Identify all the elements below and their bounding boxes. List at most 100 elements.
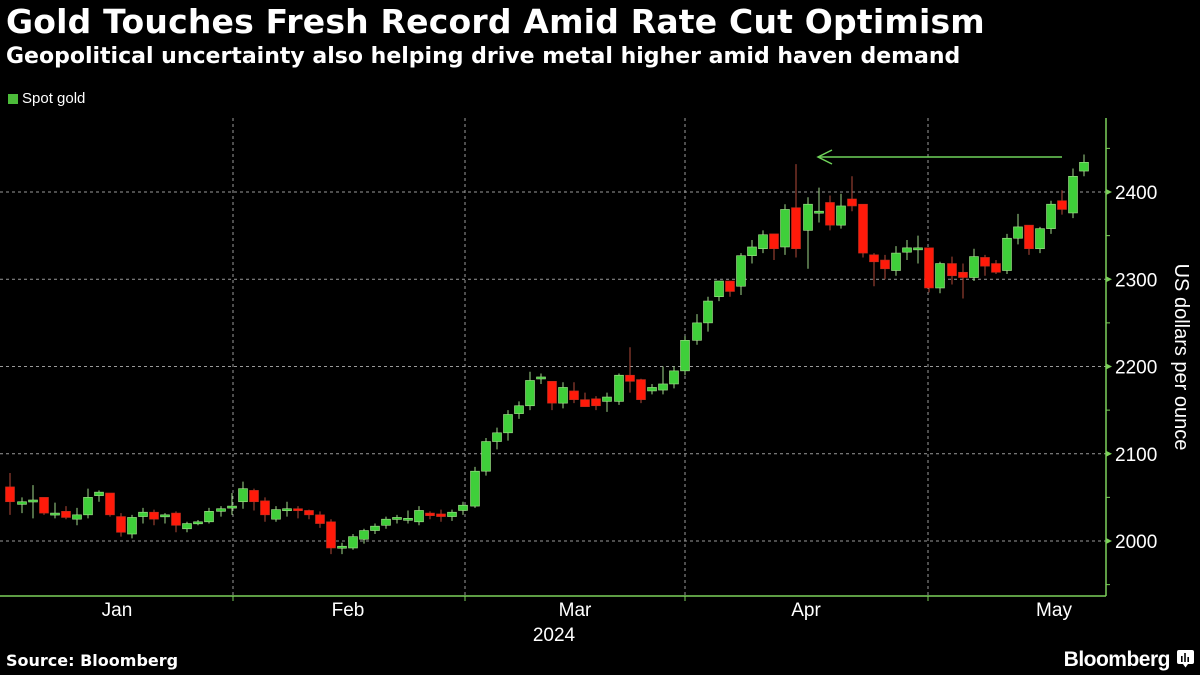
candle-down (105, 492, 115, 517)
x-tick-label: Feb (332, 600, 365, 621)
candle-down (293, 506, 303, 519)
candle-up (127, 514, 137, 539)
candle-up (238, 481, 248, 509)
candle-up (836, 193, 846, 229)
candle-down (825, 195, 835, 231)
candle-up (392, 514, 402, 524)
candle-up (602, 392, 612, 412)
candle-body (580, 399, 590, 407)
y-tick-marker (1106, 276, 1112, 283)
gridlines (0, 118, 1106, 596)
candle-up (337, 542, 347, 555)
y-axis-title: US dollars per ounce (1170, 264, 1192, 451)
candle-down (847, 176, 857, 212)
candle-up (138, 507, 148, 524)
candle-down (591, 396, 601, 411)
candle-down (249, 488, 259, 511)
candle-up (160, 513, 170, 524)
candle-body (658, 383, 668, 391)
candle-body (458, 504, 468, 511)
candle-down (425, 511, 435, 520)
candle-body (869, 254, 879, 263)
x-tick-label: Jan (102, 600, 133, 621)
y-tick-label: 2000 (1115, 532, 1157, 553)
candle-body (359, 530, 369, 540)
x-tick-label: May (1036, 600, 1072, 621)
candle-up (647, 383, 657, 395)
candle-body (94, 491, 104, 496)
y-tick-marker (1106, 450, 1112, 457)
candle-down (991, 260, 1001, 275)
candle-up (1046, 200, 1056, 234)
y-tick-marker (1106, 538, 1112, 544)
candle-body (825, 202, 835, 226)
record-arrow-annotation (816, 149, 1062, 165)
candle-body (858, 203, 868, 254)
candle-body (171, 512, 181, 526)
candle-up (525, 371, 535, 411)
axes: 2000 2100 2200 2300 2400 Jan Feb Mar Apr May 2024 U… (0, 118, 1192, 646)
candle-body (569, 390, 579, 400)
chart-title: Gold Touches Fresh Record Amid Rate Cut … (6, 2, 985, 41)
candle-down (116, 513, 126, 537)
candle-body (958, 271, 968, 278)
candle-up (1068, 168, 1078, 219)
candle-up (758, 230, 768, 254)
candle-body (1079, 162, 1089, 172)
candle-body (160, 514, 170, 518)
candle-down (580, 392, 590, 407)
candle-up (803, 197, 813, 269)
candle-body (602, 396, 612, 402)
candle-body (447, 511, 457, 517)
legend-swatch (8, 93, 18, 104)
candle-body (614, 374, 624, 402)
candle-up (381, 516, 391, 529)
candle-up (503, 410, 513, 441)
candle-down (547, 381, 557, 411)
candle-body (105, 492, 115, 516)
chart-subtitle: Geopolitical uncertainty also helping dr… (6, 44, 961, 69)
candle-body (304, 510, 314, 516)
candle-body (880, 259, 890, 270)
candle-body (1035, 228, 1045, 250)
candle-down (880, 254, 890, 280)
candle-up (780, 204, 790, 255)
candle-body (337, 545, 347, 549)
candle-body (149, 511, 159, 520)
candle-body (39, 497, 49, 514)
candle-body (83, 497, 93, 516)
candle-body (758, 234, 768, 250)
x-tick-label: Mar (559, 600, 592, 621)
candle-up (447, 509, 457, 521)
candle-down (625, 347, 635, 393)
arrow-head (816, 149, 833, 165)
candle-up (814, 187, 824, 223)
candle-body (525, 380, 535, 407)
candle-up (282, 501, 292, 517)
candle-body (182, 523, 192, 530)
candle-down (858, 203, 868, 258)
candle-up (403, 510, 413, 524)
candle-body (558, 387, 568, 404)
candle-body (293, 508, 303, 512)
candle-down (260, 497, 270, 522)
candle-body (935, 263, 945, 289)
candle-body (924, 247, 934, 289)
candle-up (703, 296, 713, 332)
candle-up (658, 366, 668, 395)
candle-body (891, 252, 901, 271)
candle-up (83, 488, 93, 519)
candle-body (370, 525, 380, 531)
candle-down (924, 247, 934, 293)
candle-body (736, 255, 746, 287)
candle-body (980, 257, 990, 267)
candle-body (780, 209, 790, 248)
bloomberg-chart-icon (1177, 650, 1194, 668)
candle-body (5, 486, 15, 503)
candle-body (692, 322, 702, 341)
candle-up (969, 248, 979, 281)
candle-body (1046, 203, 1056, 229)
y-tick-label: 2300 (1115, 270, 1157, 291)
y-tick-label: 2100 (1115, 445, 1157, 466)
